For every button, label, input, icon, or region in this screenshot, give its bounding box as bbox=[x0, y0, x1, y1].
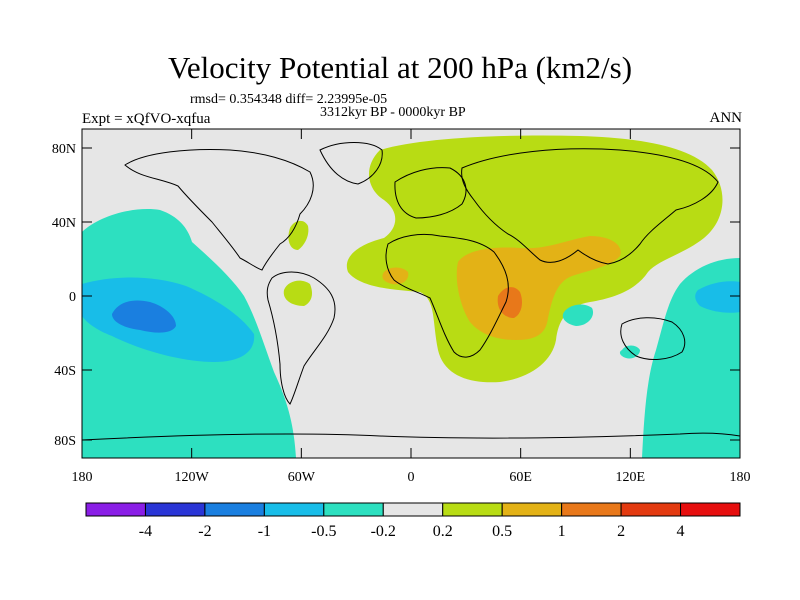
lat-tick-label: 40S bbox=[54, 364, 76, 379]
colorbar-swatch bbox=[263, 502, 325, 517]
lon-tick-label: 180 bbox=[72, 470, 93, 485]
coastline-asia bbox=[461, 148, 719, 265]
coastline-south-america bbox=[266, 271, 336, 405]
colorbar-label: 1 bbox=[558, 523, 566, 540]
colorbar-label: 0.5 bbox=[492, 523, 512, 540]
statistics-text: rmsd= 0.354348 diff= 2.23995e-05 bbox=[190, 92, 388, 107]
colorbar-swatch bbox=[561, 502, 622, 517]
coastline-australia bbox=[620, 317, 686, 360]
contour-green-caribbean bbox=[288, 220, 309, 250]
colorbar-label: -2 bbox=[198, 523, 211, 540]
colorbar-swatch bbox=[204, 502, 265, 517]
experiment-label: Expt = xQfVO-xqfua bbox=[82, 111, 211, 127]
coastlines bbox=[81, 142, 741, 441]
latitude-ticks: 80N 40N 0 40S 80S bbox=[52, 142, 740, 449]
chart-title: Velocity Potential at 200 hPa (km2/s) bbox=[167, 50, 633, 85]
longitude-ticks: 180 120W 60W 0 60E 120E 180 bbox=[72, 129, 751, 485]
period-label: 3312kyr BP - 0000kyr BP bbox=[320, 105, 466, 120]
lon-tick-label: 60E bbox=[509, 470, 532, 485]
colorbar-swatch bbox=[620, 502, 682, 517]
colorbar-label: 2 bbox=[617, 523, 625, 540]
lon-tick-label: 120W bbox=[175, 470, 210, 485]
lon-tick-label: 60W bbox=[288, 470, 316, 485]
coastline-north-america bbox=[124, 149, 314, 271]
lat-tick-label: 80N bbox=[52, 142, 76, 157]
colorbar-swatch bbox=[680, 502, 741, 517]
contour-sky-eastern bbox=[695, 281, 740, 313]
season-label: ANN bbox=[709, 110, 743, 126]
colorbar-swatch bbox=[501, 502, 563, 517]
coastline-europe bbox=[394, 167, 467, 219]
contour-blue-pacific bbox=[112, 300, 176, 333]
contour-fields bbox=[82, 135, 740, 458]
colorbar-label: -0.5 bbox=[311, 523, 336, 540]
colorbar-label: -4 bbox=[139, 523, 152, 540]
colorbar-label: 0.2 bbox=[433, 523, 453, 540]
lon-tick-label: 120E bbox=[616, 470, 646, 485]
colorbar-swatch bbox=[323, 502, 384, 517]
colorbar-swatch bbox=[144, 502, 206, 517]
coastline-greenland bbox=[319, 142, 383, 185]
colorbar-swatch bbox=[85, 502, 146, 517]
lon-tick-label: 0 bbox=[408, 470, 415, 485]
colorbar-label: -1 bbox=[258, 523, 271, 540]
colorbar-label: -0.2 bbox=[371, 523, 396, 540]
coastline-africa bbox=[385, 233, 509, 358]
lon-tick-label: 180 bbox=[730, 470, 751, 485]
colorbar-swatch bbox=[442, 502, 503, 517]
lat-tick-label: 80S bbox=[54, 434, 76, 449]
contour-gold-eastern bbox=[456, 236, 621, 340]
contour-green-amazon bbox=[283, 280, 312, 306]
lat-tick-label: 40N bbox=[52, 216, 76, 231]
colorbar-swatch bbox=[382, 502, 444, 517]
coastline-antarctica bbox=[81, 432, 741, 441]
colorbar-label: 4 bbox=[677, 523, 685, 540]
contour-cyan-indian-ocean bbox=[562, 304, 594, 326]
lat-tick-label: 0 bbox=[69, 290, 76, 305]
contour-orange-eastafrica bbox=[497, 287, 522, 318]
colorbar: -4 -2 -1 -0.5 -0.2 0.2 0.5 1 2 4 bbox=[85, 502, 741, 540]
